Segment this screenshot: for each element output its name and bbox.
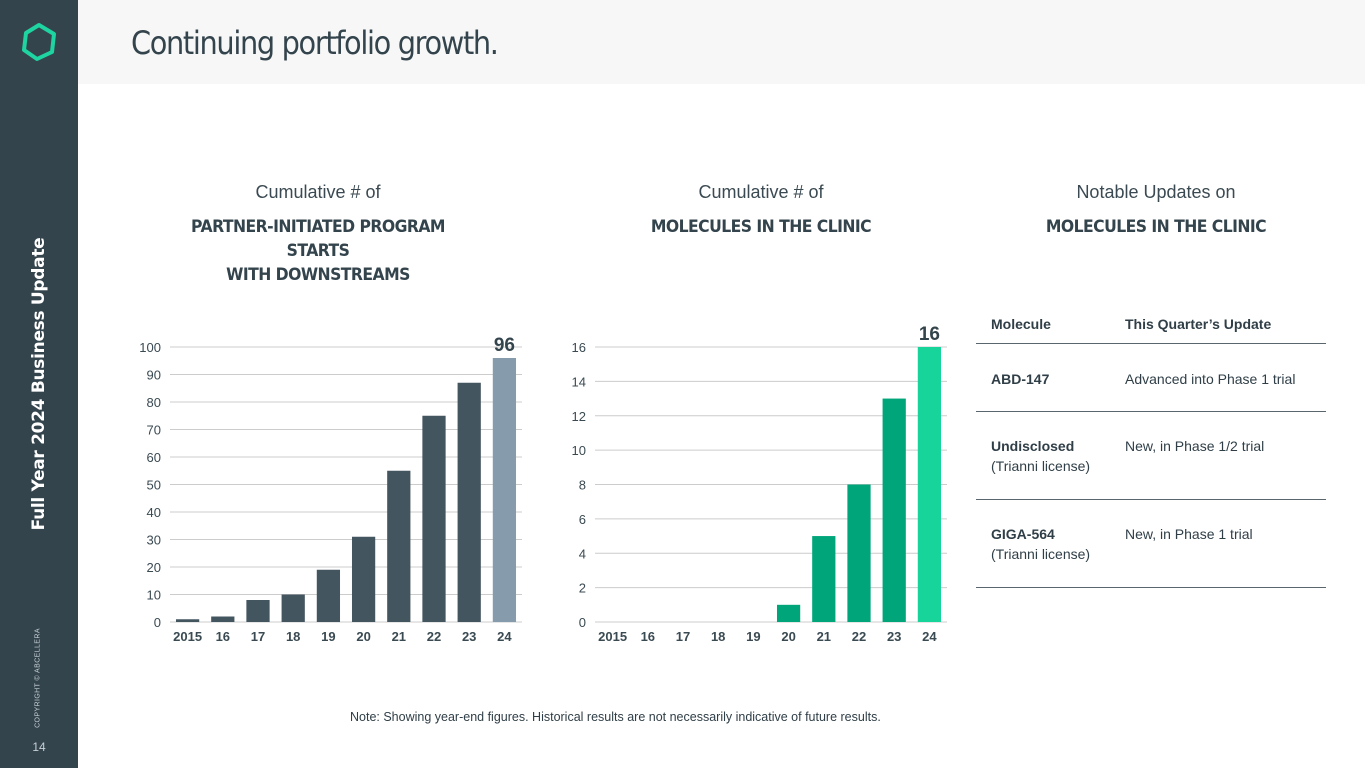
bar <box>847 484 871 622</box>
y-tick-label: 70 <box>147 423 161 438</box>
table-row: ABD-147 Advanced into Phase 1 trial <box>976 343 1326 412</box>
y-tick-label: 60 <box>147 450 161 465</box>
y-tick-label: 20 <box>147 560 161 575</box>
y-tick-label: 16 <box>572 340 586 355</box>
table-title: MOLECULES IN THE CLINIC <box>1045 217 1267 237</box>
x-tick-label: 22 <box>852 629 866 644</box>
presentation-title: Full Year 2024 Business Update <box>29 237 49 531</box>
chart1-title-line1: PARTNER-INITIATED PROGRAM STARTS <box>191 217 445 261</box>
chart-molecules-clinic: 0 2 4 6 8 10 12 14 16 2015 16 17 18 19 20 21 22 23 24 16 <box>555 320 955 660</box>
table-subtitle: Notable Updates on <box>1076 182 1236 202</box>
table-heading: Notable Updates on MOLECULES IN THE CLIN… <box>1006 182 1306 239</box>
header-bar: Continuing portfolio growth. <box>78 0 1365 84</box>
x-tick-label: 23 <box>462 629 476 644</box>
bar <box>457 382 481 622</box>
chart1-title-line2: WITH DOWNSTREAMS <box>226 265 410 285</box>
bar <box>917 347 942 622</box>
x-tick-label: 20 <box>356 629 370 644</box>
x-tick-label: 18 <box>286 629 300 644</box>
bar <box>316 569 341 622</box>
chart-program-starts-svg: 0 10 20 30 40 50 60 70 80 90 100 2015 16 17 18 19 20 21 22… <box>139 335 522 644</box>
y-tick-label: 50 <box>147 478 161 493</box>
y-tick-label: 2 <box>579 581 586 596</box>
updates-table: Molecule This Quarter’s Update ABD-147 A… <box>976 306 1326 588</box>
table-row: GIGA-564 (Trianni license) New, in Phase… <box>976 499 1326 588</box>
bar <box>812 536 836 622</box>
y-tick-label: 40 <box>147 505 161 520</box>
x-tick-label: 16 <box>641 629 655 644</box>
sidebar: Full Year 2024 Business Update COPYRIGHT… <box>0 0 78 768</box>
bar <box>422 415 446 622</box>
bar <box>882 398 906 622</box>
table-header-row: Molecule This Quarter’s Update <box>976 306 1326 344</box>
hexagon-logo-icon <box>22 23 56 61</box>
chart1-title: PARTNER-INITIATED PROGRAM STARTS WITH DO… <box>162 215 475 287</box>
chart2-subtitle: Cumulative # of <box>698 182 824 202</box>
y-tick-label: 80 <box>147 395 161 410</box>
x-tick-label: 21 <box>817 629 831 644</box>
molecule-cell: ABD-147 <box>976 343 1110 412</box>
x-tick-label: 21 <box>392 629 406 644</box>
table-header-update: This Quarter’s Update <box>1110 306 1326 344</box>
page-title: Continuing portfolio growth. <box>131 24 499 62</box>
y-tick-label: 100 <box>139 340 161 355</box>
y-tick-label: 8 <box>579 478 586 493</box>
y-tick-label: 6 <box>579 512 586 527</box>
molecule-license: (Trianni license) <box>991 458 1091 474</box>
y-tick-label: 14 <box>572 374 586 389</box>
x-tick-label: 22 <box>427 629 441 644</box>
x-tick-label: 2015 <box>173 629 202 644</box>
page-number: 14 <box>32 740 46 754</box>
bar <box>776 604 801 622</box>
molecule-name: ABD-147 <box>991 371 1050 387</box>
update-cell: New, in Phase 1/2 trial <box>1110 411 1326 500</box>
x-tick-label: 23 <box>887 629 901 644</box>
y-tick-label: 4 <box>579 546 586 561</box>
x-tick-label: 19 <box>746 629 760 644</box>
footnote: Note: Showing year-end figures. Historic… <box>350 710 881 724</box>
x-tick-label: 2015 <box>598 629 627 644</box>
y-tick-label: 0 <box>579 615 586 630</box>
x-tick-label: 17 <box>676 629 690 644</box>
chart2-title: MOLECULES IN THE CLINIC <box>650 217 872 237</box>
bar <box>351 536 376 622</box>
x-tick-label: 20 <box>781 629 795 644</box>
x-tick-label: 24 <box>497 629 512 644</box>
bar <box>492 358 517 622</box>
y-tick-label: 12 <box>572 409 586 424</box>
update-cell: Advanced into Phase 1 trial <box>1110 343 1326 412</box>
y-tick-label: 10 <box>572 443 586 458</box>
x-tick-label: 16 <box>216 629 230 644</box>
molecule-license: (Trianni license) <box>991 546 1091 562</box>
y-tick-label: 30 <box>147 533 161 548</box>
data-label: 16 <box>919 324 940 345</box>
x-tick-label: 19 <box>321 629 335 644</box>
table-row: Undisclosed (Trianni license) New, in Ph… <box>976 411 1326 500</box>
chart1-subtitle: Cumulative # of <box>255 182 381 202</box>
x-tick-label: 17 <box>251 629 265 644</box>
bar <box>175 619 200 622</box>
data-label: 96 <box>494 335 515 356</box>
update-cell: New, in Phase 1 trial <box>1110 499 1326 588</box>
copyright-notice: COPYRIGHT © ABCELLERA <box>34 628 42 728</box>
chart-program-starts: 0 10 20 30 40 50 60 70 80 90 100 2015 16 17 18 19 20 21 22… <box>130 320 530 660</box>
chart1-heading: Cumulative # of PARTNER-INITIATED PROGRA… <box>148 182 488 287</box>
molecule-cell: GIGA-564 (Trianni license) <box>976 499 1110 588</box>
bar <box>246 600 270 622</box>
bar <box>281 594 305 622</box>
y-tick-label: 10 <box>147 588 161 603</box>
molecule-name: GIGA-564 <box>991 526 1055 542</box>
molecule-name: Undisclosed <box>991 438 1075 454</box>
chart2-heading: Cumulative # of MOLECULES IN THE CLINIC <box>611 182 911 239</box>
y-tick-label: 0 <box>154 615 161 630</box>
bar <box>211 616 235 622</box>
y-tick-label: 90 <box>147 368 161 383</box>
bar <box>387 470 411 622</box>
molecule-cell: Undisclosed (Trianni license) <box>976 411 1110 500</box>
table-header-molecule: Molecule <box>976 306 1110 344</box>
x-tick-label: 18 <box>711 629 725 644</box>
x-tick-label: 24 <box>922 629 937 644</box>
